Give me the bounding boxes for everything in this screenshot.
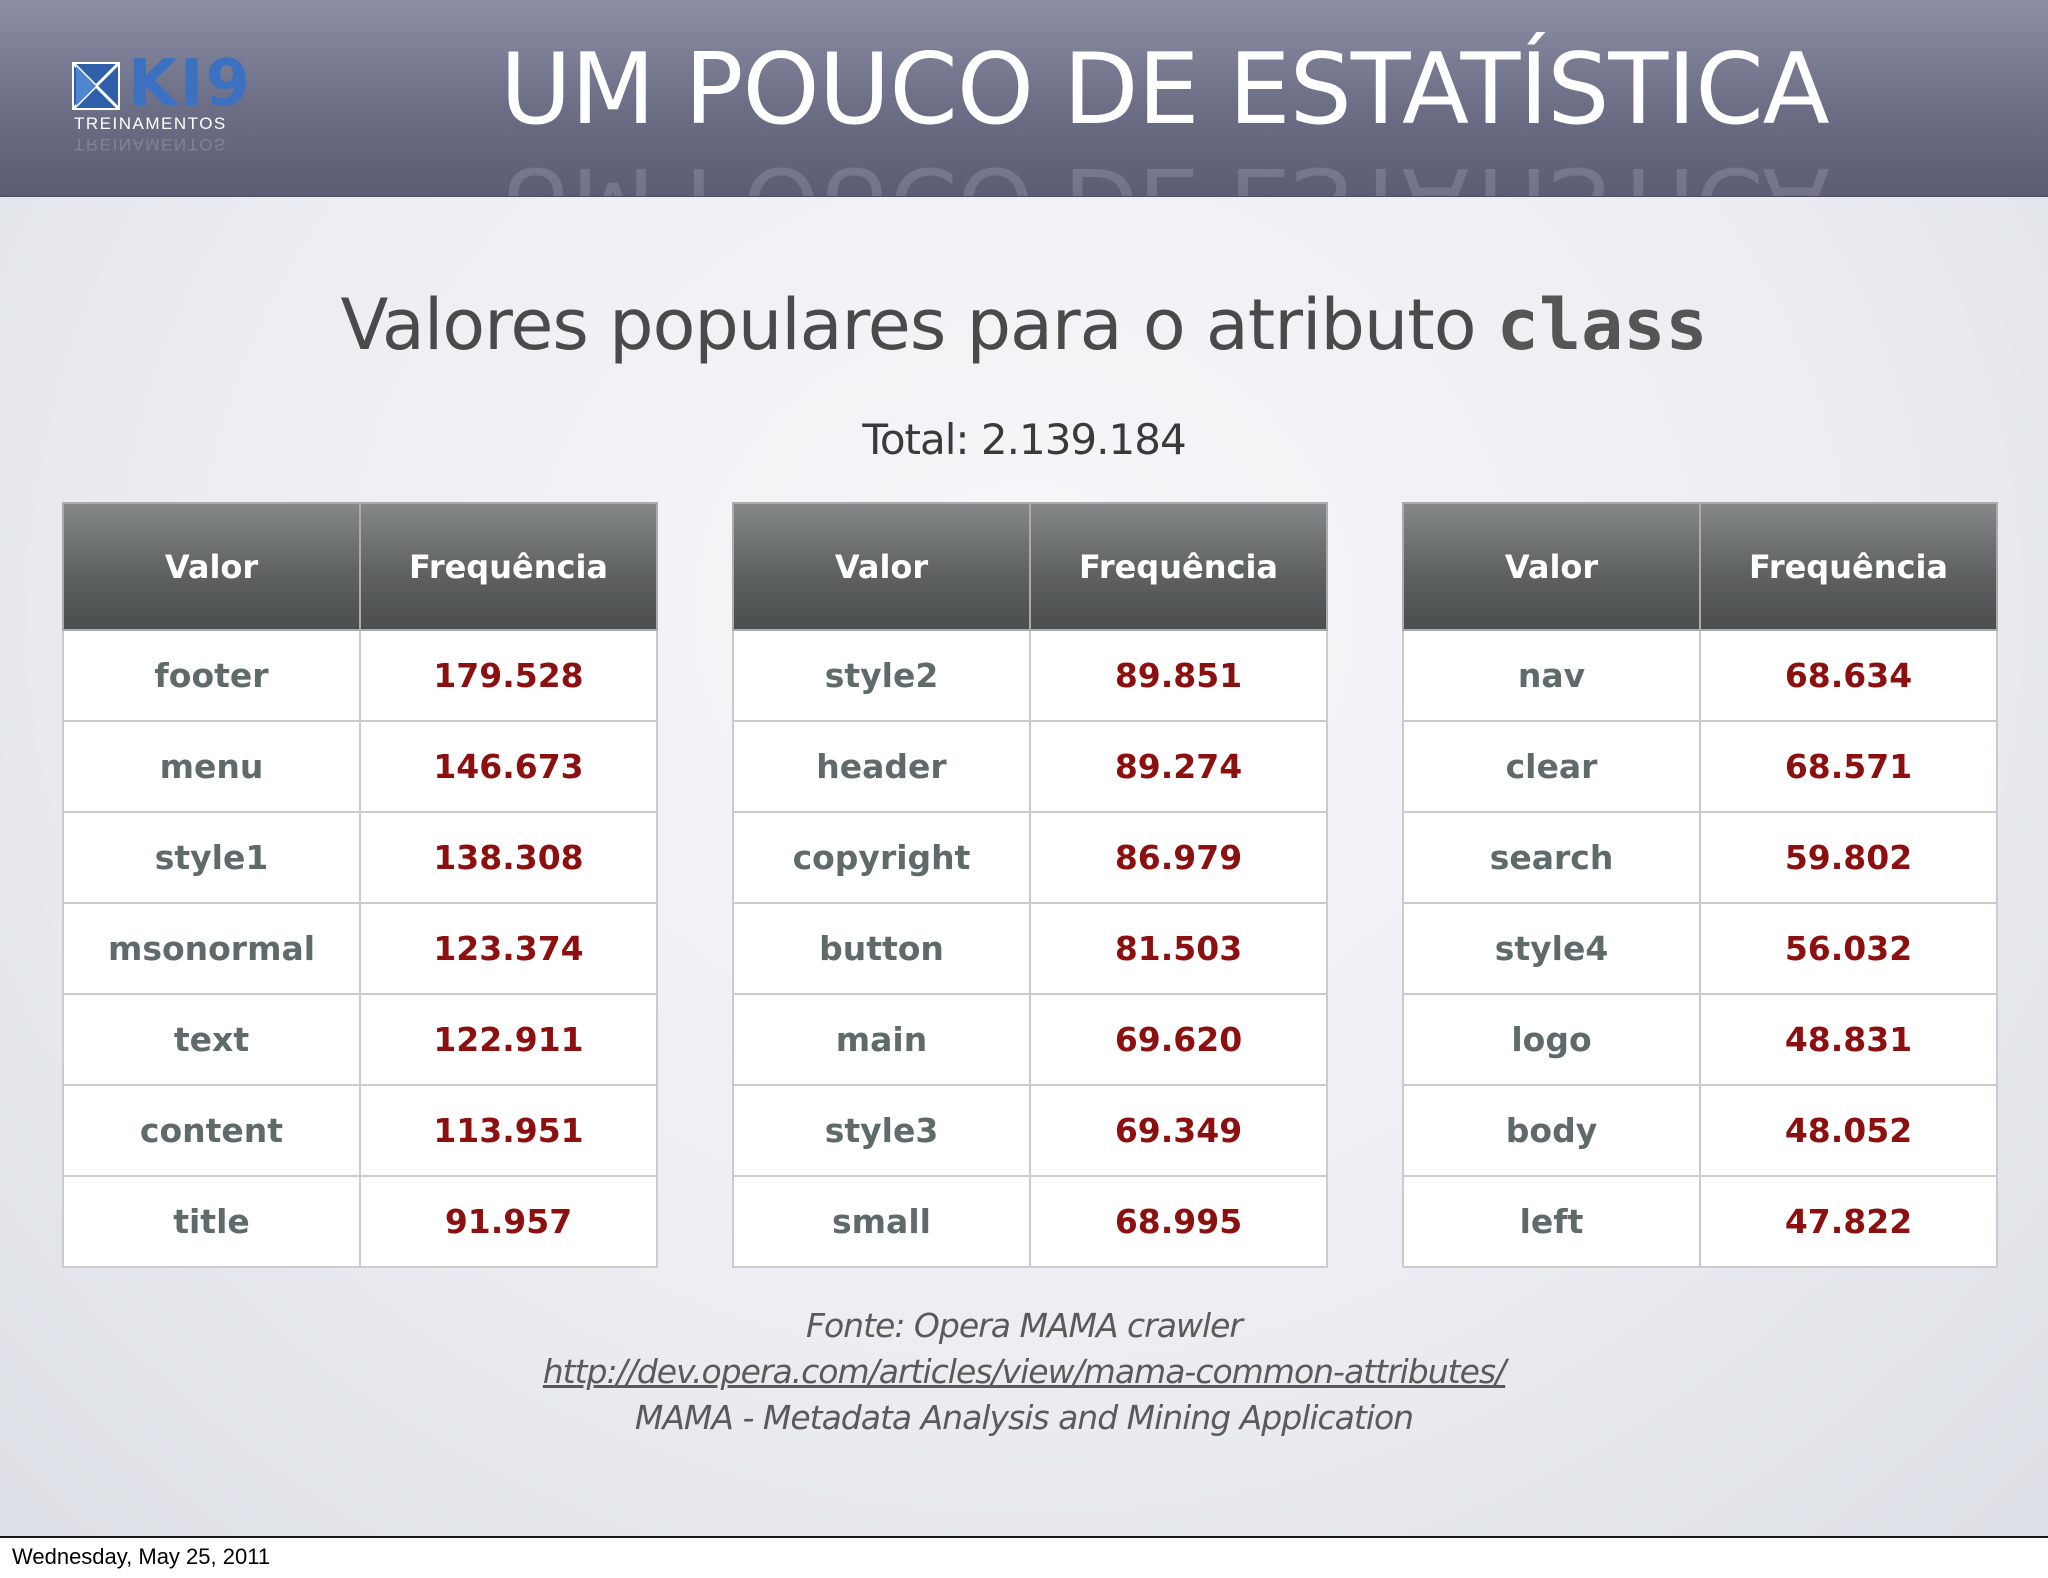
table-row: header 89.274 (732, 720, 1328, 813)
value-cell: msonormal (62, 902, 361, 995)
frequency-cell: 123.374 (359, 902, 658, 995)
table-row: copyright 86.979 (732, 811, 1328, 904)
frequency-cell: 47.822 (1699, 1175, 1998, 1268)
frequency-cell: 146.673 (359, 720, 658, 813)
frequency-cell: 68.571 (1699, 720, 1998, 813)
value-cell: content (62, 1084, 361, 1177)
column-header-valor: Valor (1402, 502, 1701, 631)
column-header-valor: Valor (732, 502, 1031, 631)
column-header-frequencia: Frequência (359, 502, 658, 631)
table-header-row: Valor Frequência (62, 502, 658, 631)
total-count: Total: 2.139.184 (862, 415, 1186, 464)
table-row: main 69.620 (732, 993, 1328, 1086)
table-row: clear 68.571 (1402, 720, 1998, 813)
frequency-table-1: Valor Frequência footer 179.528 menu 146.6… (62, 502, 658, 1268)
table-row: button 81.503 (732, 902, 1328, 995)
frequency-cell: 59.802 (1699, 811, 1998, 904)
value-cell: small (732, 1175, 1031, 1268)
value-cell: copyright (732, 811, 1031, 904)
table-row: nav 68.634 (1402, 629, 1998, 722)
slide-title: UM POUCO DE ESTATÍSTICA (500, 33, 1830, 147)
slide-title-reflection-text: UM POUCO DE ESTATÍSTICA (500, 142, 1900, 196)
value-cell: style3 (732, 1084, 1031, 1177)
table-header-row: Valor Frequência (732, 502, 1328, 631)
table-row: small 68.995 (732, 1175, 1328, 1268)
table-row: style2 89.851 (732, 629, 1328, 722)
slide-subtitle: Valores populares para o atributo class (0, 280, 2048, 370)
table-row: msonormal 123.374 (62, 902, 658, 995)
frequency-cell: 69.620 (1029, 993, 1328, 1086)
frequency-cell: 56.032 (1699, 902, 1998, 995)
table-row: style4 56.032 (1402, 902, 1998, 995)
frequency-cell: 69.349 (1029, 1084, 1328, 1177)
frequency-cell: 68.634 (1699, 629, 1998, 722)
frequency-cell: 48.831 (1699, 993, 1998, 1086)
value-cell: nav (1402, 629, 1701, 722)
table-row: footer 179.528 (62, 629, 658, 722)
frequency-cell: 91.957 (359, 1175, 658, 1268)
table-row: body 48.052 (1402, 1084, 1998, 1177)
table-header-row: Valor Frequência (1402, 502, 1998, 631)
print-footer: Wednesday, May 25, 2011 (0, 1536, 2048, 1578)
frequency-cell: 68.995 (1029, 1175, 1328, 1268)
header-bar: KI9 TREINAMENTOS TREINAMENTOS UM POUCO D… (0, 0, 2048, 197)
column-header-valor: Valor (62, 502, 361, 631)
table-row: logo 48.831 (1402, 993, 1998, 1086)
table-row: title 91.957 (62, 1175, 658, 1268)
table-row: style1 138.308 (62, 811, 658, 904)
column-header-frequencia: Frequência (1029, 502, 1328, 631)
value-cell: search (1402, 811, 1701, 904)
table-row: left 47.822 (1402, 1175, 1998, 1268)
frequency-cell: 122.911 (359, 993, 658, 1086)
source-description: MAMA - Metadata Analysis and Mining Appl… (634, 1398, 1414, 1437)
table-row: menu 146.673 (62, 720, 658, 813)
slide: KI9 TREINAMENTOS TREINAMENTOS UM POUCO D… (0, 0, 2048, 1536)
table-row: text 122.911 (62, 993, 658, 1086)
value-cell: text (62, 993, 361, 1086)
value-cell: body (1402, 1084, 1701, 1177)
value-cell: clear (1402, 720, 1701, 813)
logo-wordmark: KI9 (128, 47, 252, 121)
value-cell: style1 (62, 811, 361, 904)
frequency-table-3: Valor Frequência nav 68.634 clear 68.571 s… (1402, 502, 1998, 1268)
frequency-cell: 89.851 (1029, 629, 1328, 722)
value-cell: footer (62, 629, 361, 722)
value-cell: button (732, 902, 1031, 995)
frequency-cell: 86.979 (1029, 811, 1328, 904)
logo-subtext-reflection: TREINAMENTOS (74, 135, 227, 154)
value-cell: title (62, 1175, 361, 1268)
k19-logo: KI9 TREINAMENTOS TREINAMENTOS (72, 47, 322, 154)
frequency-cell: 138.308 (359, 811, 658, 904)
column-header-frequencia: Frequência (1699, 502, 1998, 631)
value-cell: main (732, 993, 1031, 1086)
value-cell: left (1402, 1175, 1701, 1268)
source-line: Fonte: Opera MAMA crawler (806, 1306, 1243, 1345)
value-cell: style2 (732, 629, 1031, 722)
table-row: search 59.802 (1402, 811, 1998, 904)
source-link[interactable]: http://dev.opera.com/articles/view/mama-… (542, 1352, 1506, 1391)
subtitle-code: class (1496, 284, 1708, 366)
table-row: style3 69.349 (732, 1084, 1328, 1177)
frequency-cell: 81.503 (1029, 902, 1328, 995)
frequency-table-2: Valor Frequência style2 89.851 header 89.2… (732, 502, 1328, 1268)
frequency-cell: 113.951 (359, 1084, 658, 1177)
slide-title-reflection: UM POUCO DE ESTATÍSTICA (500, 142, 1900, 196)
logo-mark-icon (72, 62, 120, 110)
print-date: Wednesday, May 25, 2011 (12, 1544, 271, 1569)
value-cell: logo (1402, 993, 1701, 1086)
logo-subtext: TREINAMENTOS (74, 114, 227, 133)
value-cell: menu (62, 720, 361, 813)
frequency-cell: 179.528 (359, 629, 658, 722)
frequency-cell: 48.052 (1699, 1084, 1998, 1177)
subtitle-text: Valores populares para o atributo (340, 284, 1497, 366)
table-row: content 113.951 (62, 1084, 658, 1177)
frequency-cell: 89.274 (1029, 720, 1328, 813)
value-cell: header (732, 720, 1031, 813)
value-cell: style4 (1402, 902, 1701, 995)
